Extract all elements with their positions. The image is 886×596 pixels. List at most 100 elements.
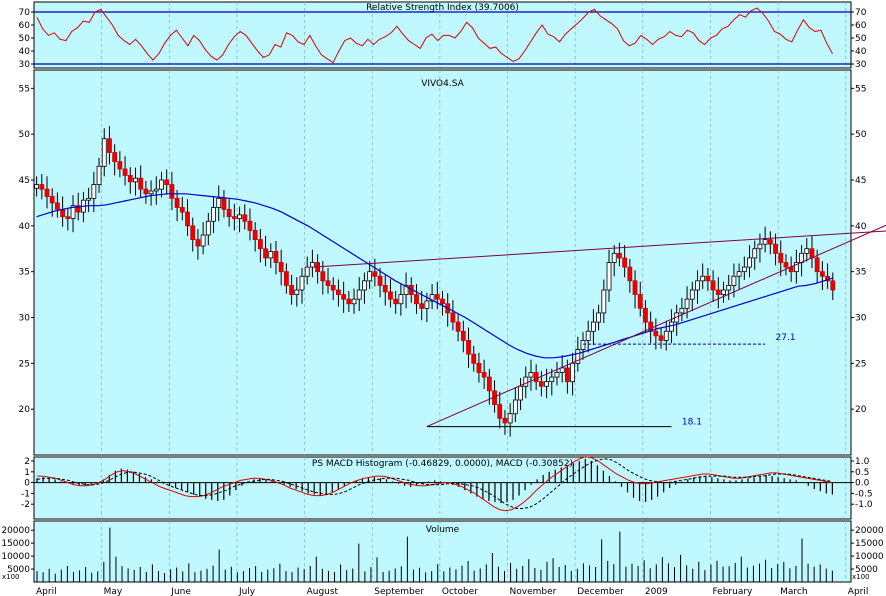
candle-down [814, 257, 820, 273]
panel-title: Relative Strength Index (39.7006) [366, 3, 519, 13]
level-18-label: 18.1 [682, 418, 702, 428]
panel-title: Volume [426, 525, 460, 535]
candle-down [190, 225, 196, 240]
candle-up [684, 298, 690, 309]
candle-down [257, 239, 263, 250]
candle-down [643, 307, 648, 323]
tick-label: 70 [19, 8, 31, 18]
candle-up [237, 214, 242, 219]
candle-down [75, 205, 81, 213]
candle-down [778, 252, 784, 263]
tick-label: 45 [855, 176, 866, 186]
candle-down [637, 294, 643, 309]
candle-up [200, 234, 206, 247]
candle-down [195, 239, 201, 247]
candle-up [507, 413, 513, 424]
tick-label: 5000 [855, 565, 878, 575]
candle-down [502, 417, 508, 424]
x-tick-label: May [104, 587, 123, 596]
x-tick-label: October [442, 587, 478, 596]
candle-down [226, 208, 232, 218]
candle-down [617, 252, 622, 259]
candle-down [273, 251, 279, 263]
x-tick-label: August [307, 587, 339, 596]
candle-up [398, 294, 404, 305]
tick-label: 1.0 [855, 457, 870, 467]
candle-down [466, 340, 471, 355]
candle-down [138, 177, 144, 190]
candle-up [205, 220, 211, 236]
candle-down [278, 262, 284, 273]
candle-down [393, 298, 399, 305]
tick-label: 35 [855, 268, 866, 278]
rsi-panel: 30 30 40 40 50 50 60 60 70 70 Relative Strength In… [19, 1, 867, 70]
candle-up [679, 307, 685, 314]
candle-up [351, 298, 357, 305]
candle-up [601, 289, 607, 314]
candle-down [497, 404, 503, 419]
panel-title: PS MACD Histogram (-0.46829, 0.0000), MA… [312, 459, 573, 469]
candle-down [231, 216, 237, 219]
candle-down [705, 275, 711, 282]
candle-down [341, 294, 347, 300]
candle-up [96, 165, 102, 185]
tick-label: 55 [855, 84, 866, 94]
tick-label: 30 [855, 314, 867, 324]
candle-down [460, 330, 466, 341]
candle-down [44, 188, 50, 197]
candle-up [570, 362, 575, 383]
candle-up [216, 197, 222, 208]
candle-down [471, 353, 477, 364]
x-tick-label: September [374, 587, 424, 596]
x-axis: April May June July August September October No… [36, 587, 868, 596]
candle-up [700, 275, 706, 282]
candle-down [564, 367, 570, 383]
candle-down [481, 372, 487, 378]
candle-down [143, 188, 149, 195]
candle-up [403, 285, 409, 295]
candle-down [450, 312, 456, 323]
candle-down [164, 179, 170, 185]
candle-up [424, 300, 430, 309]
candle-up [559, 367, 565, 373]
tick-label: 50 [19, 130, 31, 140]
tick-label: 40 [19, 222, 31, 232]
candle-down [377, 275, 383, 286]
tick-label: 50 [855, 34, 867, 44]
candle-down [320, 271, 326, 282]
candle-down [476, 362, 482, 373]
candle-down [330, 285, 336, 291]
tick-label: 20000 [855, 526, 884, 536]
candle-down [632, 280, 638, 295]
candle-down [783, 262, 789, 268]
candle-down [242, 214, 248, 222]
tick-label: 20000 [1, 526, 30, 536]
tick-label: 0.0 [855, 479, 870, 489]
candle-down [455, 321, 461, 332]
candle-up [804, 248, 810, 254]
candle-down [388, 291, 393, 300]
candle-up [752, 248, 758, 259]
candle-down [49, 196, 55, 204]
tick-label: 2 [24, 457, 30, 467]
tick-label: 40 [19, 47, 31, 57]
candle-down [830, 280, 836, 291]
candle-up [580, 340, 586, 350]
candle-up [591, 321, 596, 332]
candle-down [169, 184, 175, 199]
price-frame [33, 69, 852, 456]
tick-label: 50 [855, 130, 867, 140]
candle-down [434, 294, 440, 300]
x-tick-label: February [712, 587, 753, 596]
price-panel: 20 20 25 25 30 30 35 35 40 40 45 45 50 50 55 55 VIVO4.SA… [19, 69, 886, 456]
candle-down [289, 285, 294, 295]
candle-up [523, 376, 529, 387]
tick-label: 5000 [7, 565, 30, 575]
candle-down [486, 376, 492, 392]
x-tick-label: April [848, 587, 869, 596]
macd-frame [33, 456, 852, 520]
candle-down [247, 220, 253, 231]
x-tick-label: November [510, 587, 557, 596]
candle-down [346, 298, 352, 305]
candle-down [658, 335, 664, 341]
